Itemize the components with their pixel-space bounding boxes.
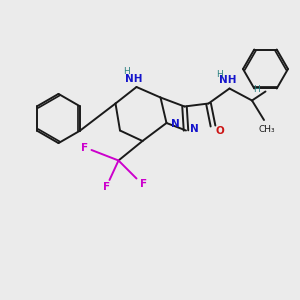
Text: N: N [190,124,199,134]
Text: NH: NH [125,74,143,84]
Text: H: H [124,68,130,76]
Text: F: F [140,179,147,189]
Text: NH: NH [219,75,237,85]
Text: F: F [81,142,88,153]
Text: H: H [216,70,222,79]
Text: N: N [170,119,179,130]
Text: F: F [103,182,110,192]
Text: H: H [253,85,260,94]
Text: O: O [215,126,224,136]
Text: CH₃: CH₃ [258,124,275,134]
